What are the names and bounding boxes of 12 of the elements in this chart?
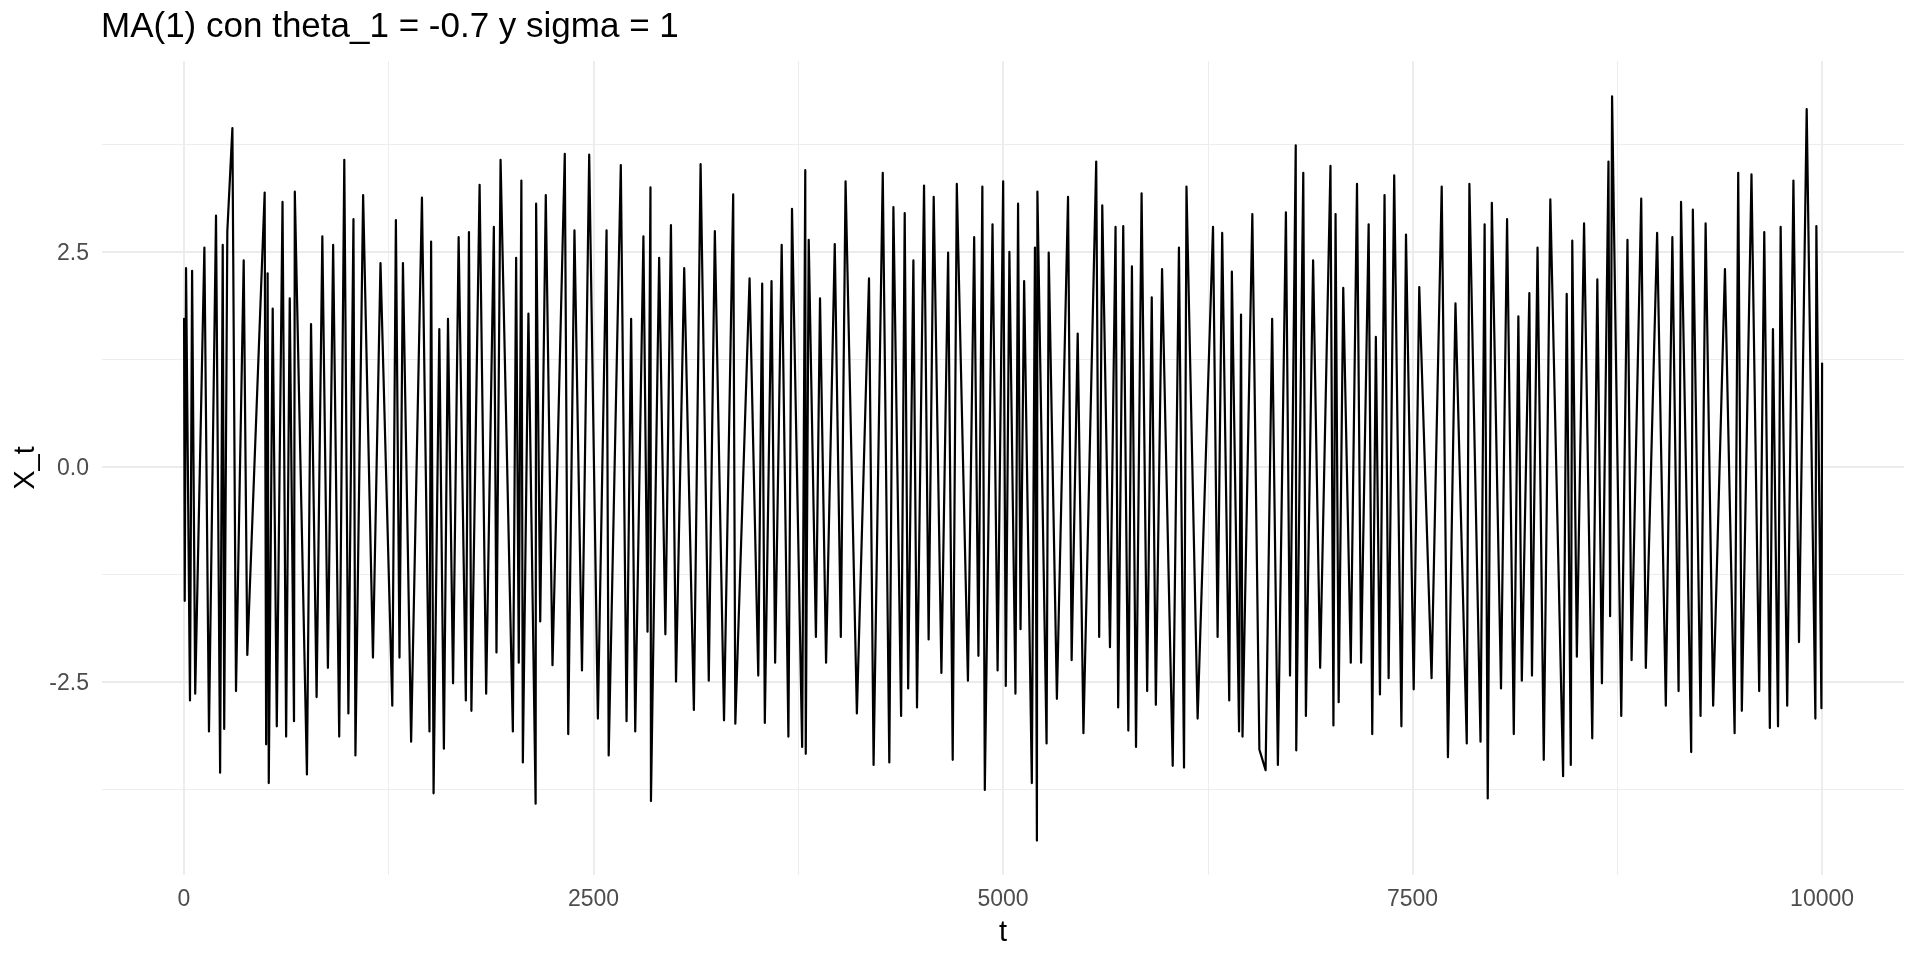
x-tick-label: 0 bbox=[177, 884, 191, 911]
x-tick-label: 10000 bbox=[1790, 884, 1855, 911]
line-series bbox=[182, 95, 1824, 842]
x-axis-title: t bbox=[998, 914, 1008, 947]
y-axis-title: X_t bbox=[7, 446, 40, 490]
y-tick-label: -2.5 bbox=[49, 668, 89, 695]
y-tick-label: 2.5 bbox=[57, 238, 89, 265]
x-tick-label: 2500 bbox=[567, 884, 620, 911]
x-tick-label: 5000 bbox=[977, 884, 1029, 911]
chart-title: MA(1) con theta_1 = -0.7 y sigma = 1 bbox=[101, 5, 679, 44]
x-tick-label: 7500 bbox=[1386, 884, 1439, 911]
y-tick-label: 0.0 bbox=[57, 453, 89, 480]
